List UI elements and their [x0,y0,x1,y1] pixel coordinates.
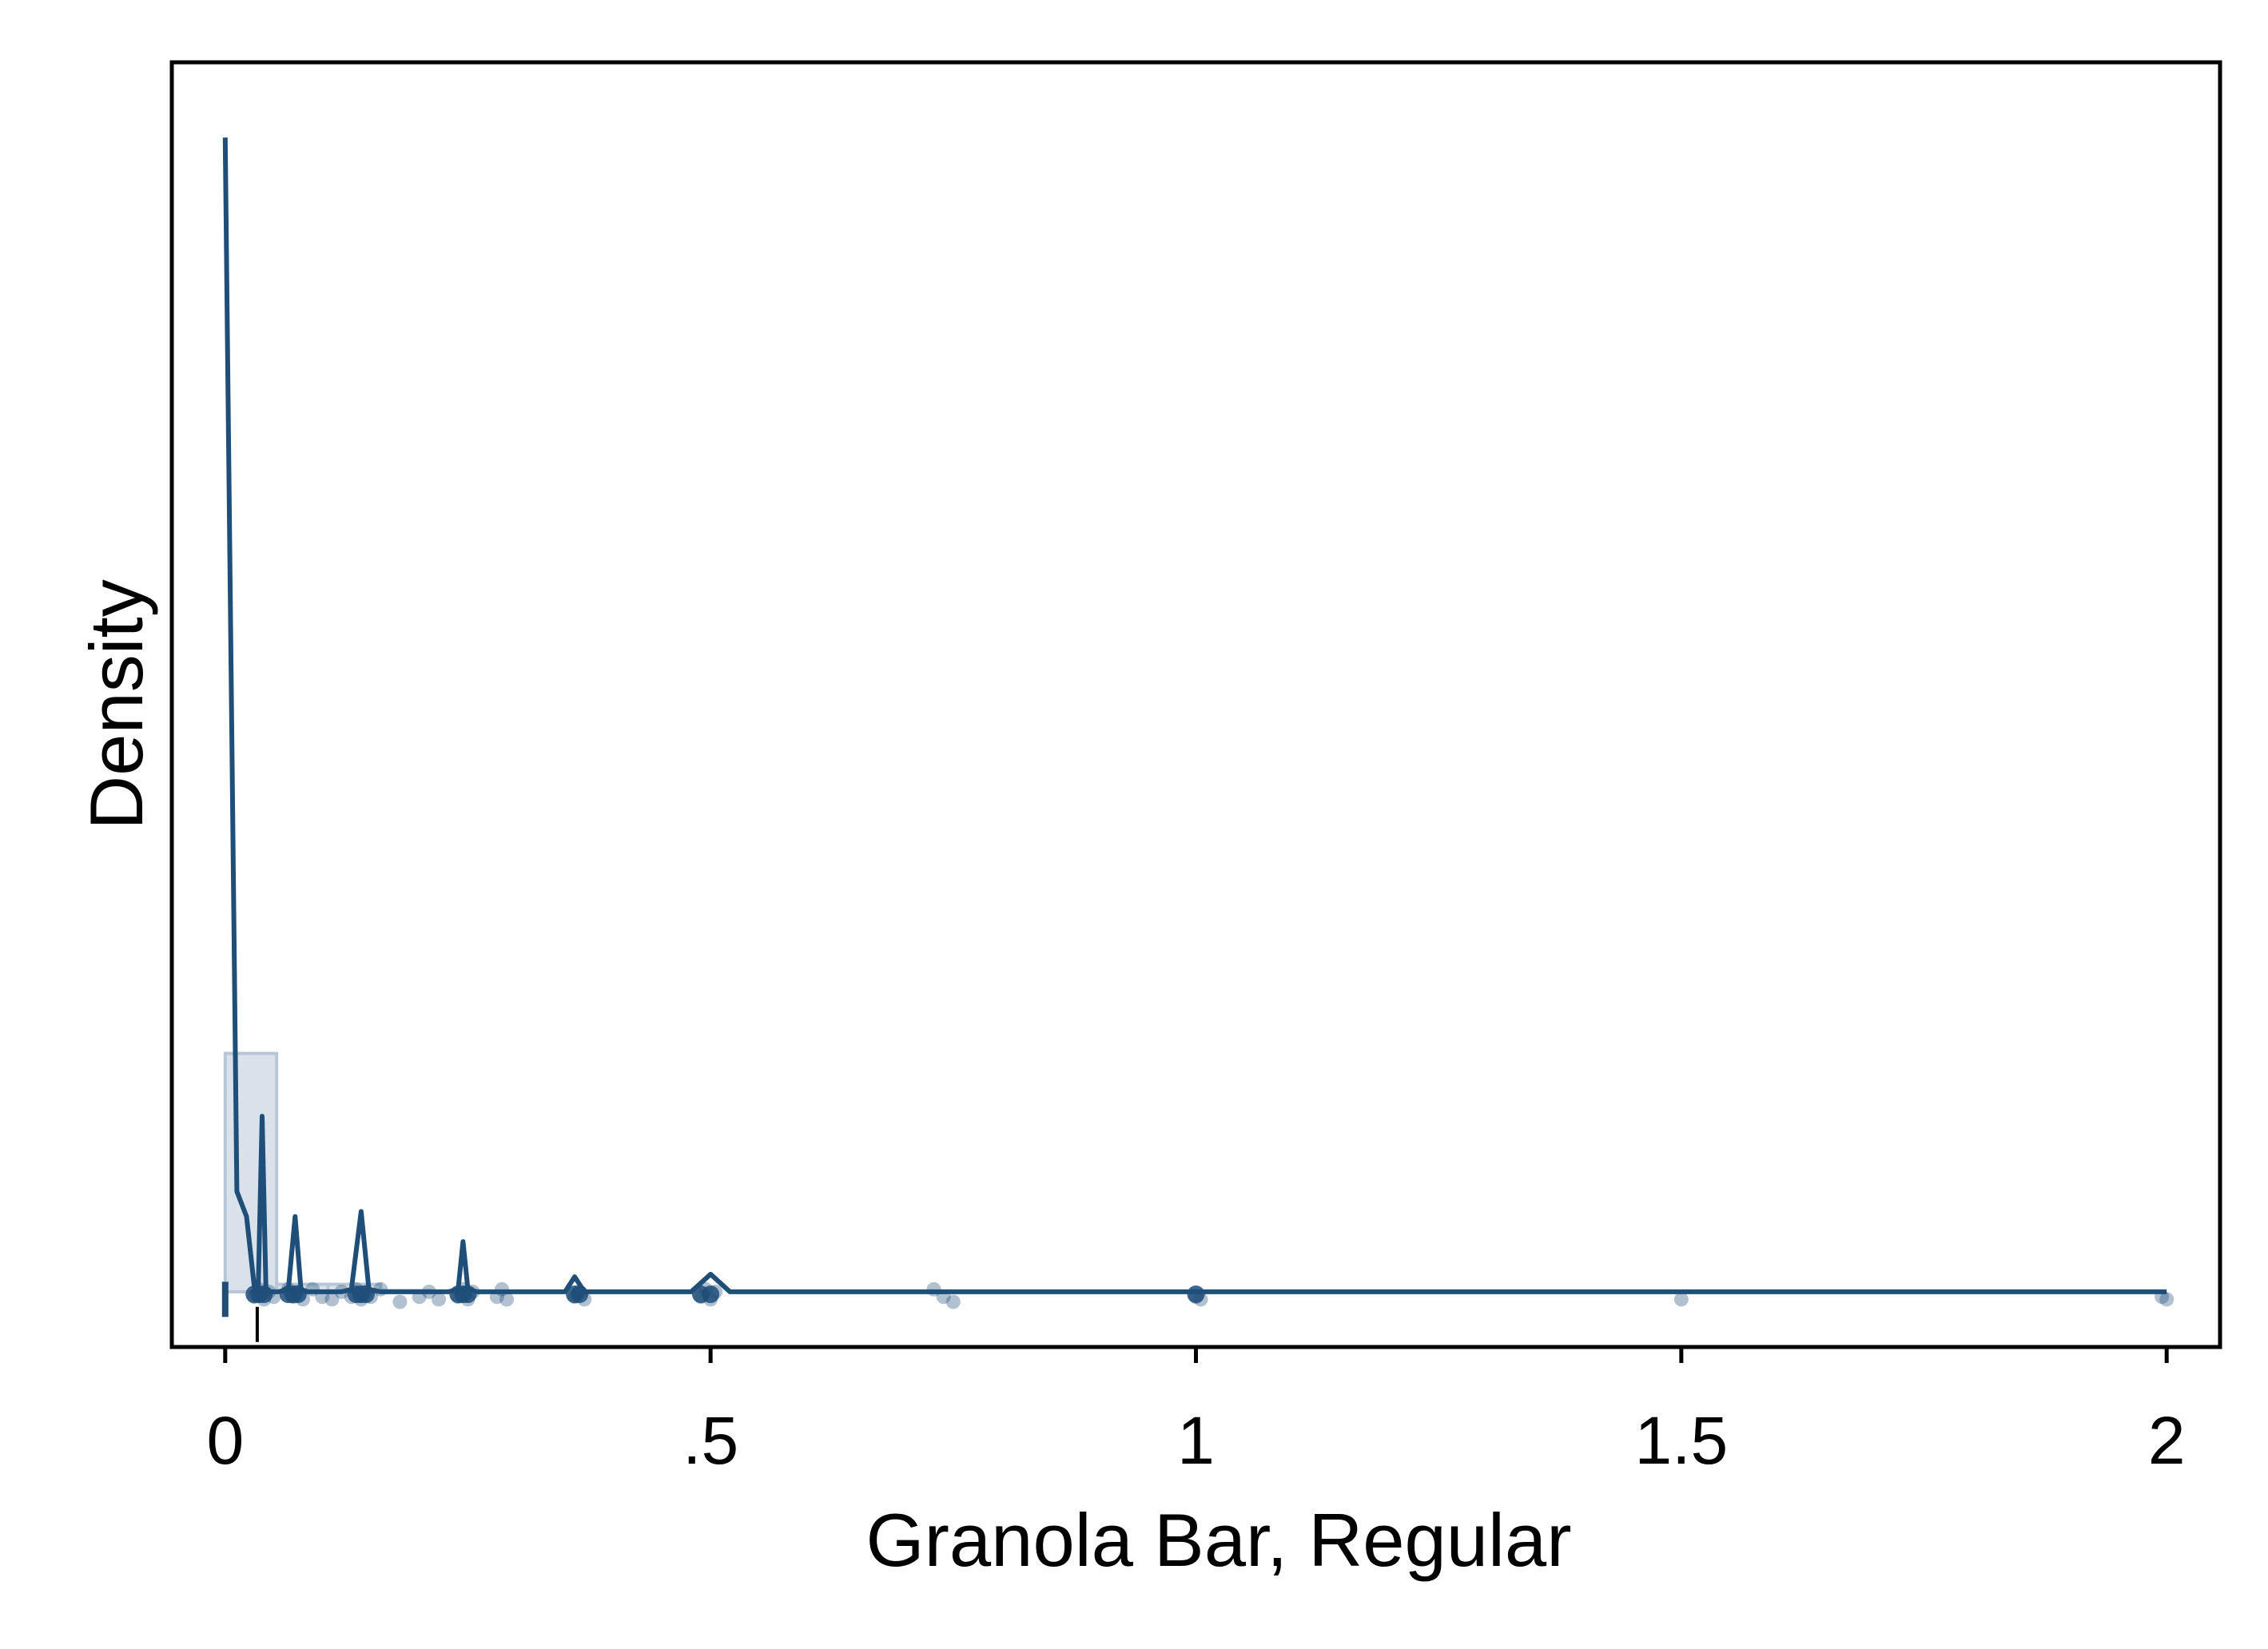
x-axis: 0 .5 1 1.5 2 [206,1347,2186,1478]
x-tick-label: .5 [682,1403,738,1478]
data-point [432,1292,447,1307]
x-tick-label: 0 [206,1403,244,1478]
data-point [945,1294,961,1309]
x-tick-label: 1.5 [1634,1403,1728,1478]
density-line [222,137,2167,1294]
data-point [324,1292,340,1307]
x-tick-label: 2 [2148,1403,2186,1478]
data-point [392,1294,408,1309]
y-axis-title: Density [74,579,158,829]
marker-layer [221,1281,259,1342]
data-point [1673,1292,1689,1307]
data-point-cluster [1187,1285,1205,1304]
data-point [499,1292,515,1307]
x-tick-label: 1 [1177,1403,1215,1478]
x-axis-title: Granola Bar, Regular [865,1498,1571,1582]
density-line-layer [222,137,2167,1294]
data-point-cluster [702,1285,720,1304]
data-point [2159,1292,2174,1307]
